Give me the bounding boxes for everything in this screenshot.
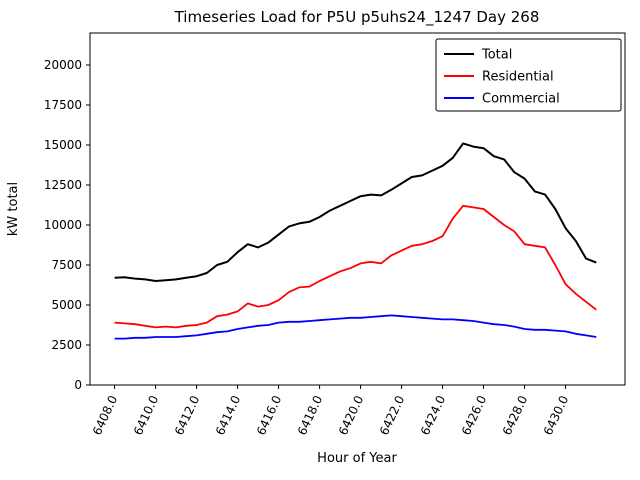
axes-border: [89, 32, 626, 386]
x-tick-label: 6410.0: [131, 393, 161, 437]
x-tick-label: 6414.0: [213, 393, 243, 437]
series-line-residential: [114, 204, 597, 329]
y-tick-label: 7500: [51, 258, 82, 272]
series-line-commercial: [114, 314, 597, 340]
series-lines: [114, 142, 597, 340]
legend-box: [435, 38, 622, 112]
x-tick-label: 6426.0: [459, 393, 489, 437]
y-tick-label: 17500: [44, 98, 82, 112]
legend-label-commercial: Commercial: [482, 92, 560, 107]
x-tick-label: 6430.0: [541, 393, 571, 437]
x-axis-ticks: 6408.0 6410.0 6412.0 6414.0 6416.0 6418.0 6420…: [90, 385, 571, 437]
y-tick-label: 0: [74, 378, 82, 392]
y-tick-label: 2500: [51, 338, 82, 352]
x-tick-label: 6422.0: [377, 393, 407, 437]
series-line-total: [114, 142, 597, 282]
x-tick-label: 6416.0: [254, 393, 284, 437]
x-tick-label: 6418.0: [295, 393, 325, 437]
legend-label-total: Total: [481, 48, 512, 63]
x-tick-label: 6420.0: [336, 393, 366, 437]
y-tick-label: 20000: [44, 58, 82, 72]
x-tick-label: 6408.0: [90, 393, 120, 437]
y-axis-label: kW total: [6, 182, 21, 236]
x-tick-label: 6428.0: [500, 393, 530, 437]
y-tick-label: 15000: [44, 138, 82, 152]
x-axis-label: Hour of Year: [317, 451, 397, 466]
legend-label-residential: Residential: [482, 70, 554, 85]
chart-title: Timeseries Load for P5U p5uhs24_1247 Day…: [174, 8, 540, 27]
x-tick-label: 6412.0: [172, 393, 202, 437]
y-tick-label: 5000: [51, 298, 82, 312]
y-tick-label: 10000: [44, 218, 82, 232]
y-tick-label: 12500: [44, 178, 82, 192]
x-tick-label: 6424.0: [418, 393, 448, 437]
y-axis-ticks: 0 2500 5000 7500 10000 12500 15000 17500 20000: [44, 58, 90, 392]
legend: Total Residential Commercial: [435, 38, 622, 112]
